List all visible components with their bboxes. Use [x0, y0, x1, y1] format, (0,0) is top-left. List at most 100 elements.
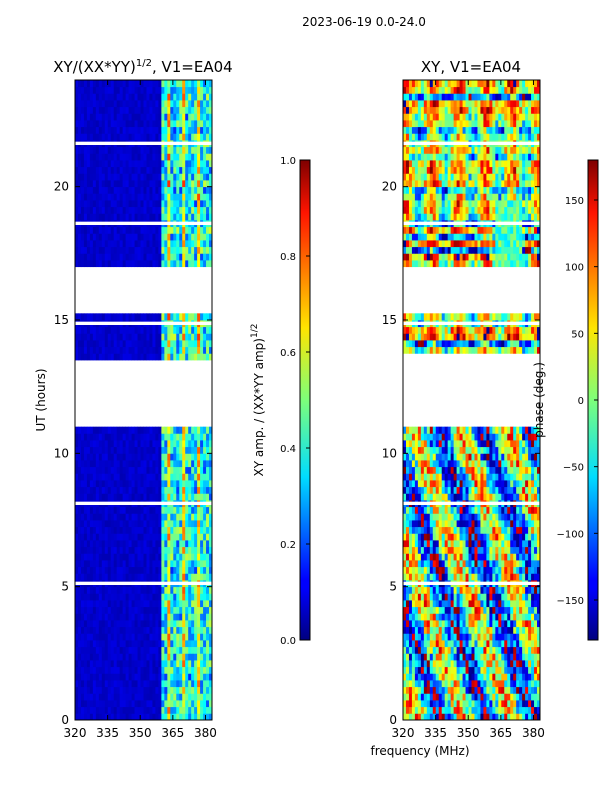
- left-heat-cell: [209, 106, 213, 114]
- left-heat-cell: [86, 473, 91, 481]
- left-heat-cell: [140, 513, 144, 521]
- left-heat-cell: [194, 493, 198, 501]
- left-heat-cell: [131, 573, 135, 581]
- left-heat-cell: [128, 93, 132, 101]
- left-heat-cell: [203, 153, 207, 161]
- right-heat-cell: [414, 546, 419, 554]
- left-heat-cell: [179, 646, 183, 654]
- left-heat-cell: [83, 146, 88, 154]
- left-heat-cell: [140, 100, 144, 108]
- right-heat-cell: [522, 620, 526, 628]
- left-heat-cell: [152, 506, 156, 514]
- left-heat-cell: [101, 433, 106, 441]
- left-heat-cell: [101, 326, 106, 334]
- right-heat-cell: [462, 626, 466, 634]
- left-heat-cell: [77, 473, 82, 481]
- right-heat-cell: [465, 540, 469, 548]
- left-heat-cell: [95, 326, 100, 334]
- left-heat-cell: [104, 586, 109, 594]
- left-heat-cell: [122, 213, 127, 221]
- left-heat-cell: [116, 586, 121, 594]
- left-heat-cell: [194, 693, 198, 701]
- right-heat-cell: [429, 646, 434, 654]
- left-heat-cell: [173, 186, 177, 194]
- left-heat-cell: [152, 160, 156, 168]
- left-heat-cell: [209, 566, 213, 574]
- left-heat-cell: [176, 700, 180, 708]
- left-heat-cell: [146, 106, 150, 114]
- left-heat-cell: [83, 486, 88, 494]
- left-heat-cell: [122, 633, 127, 641]
- left-heat-cell: [86, 426, 91, 434]
- left-heat-cell: [182, 700, 186, 708]
- left-heat-cell: [116, 93, 121, 101]
- right-heat-cell: [501, 533, 505, 541]
- right-heat-cell: [471, 540, 475, 548]
- left-heat-cell: [152, 573, 156, 581]
- left-heat-cell: [104, 313, 109, 321]
- left-heat-cell: [194, 260, 198, 268]
- left-heat-cell: [179, 620, 183, 628]
- right-heat-cell: [474, 613, 478, 621]
- left-flagged-row: [75, 501, 212, 505]
- left-heat-cell: [86, 520, 91, 528]
- left-heat-cell: [140, 226, 144, 234]
- left-heat-cell: [86, 713, 91, 721]
- right-heat-cell: [510, 666, 514, 674]
- left-heat-cell: [134, 573, 138, 581]
- right-heat-cell: [459, 713, 463, 721]
- left-heat-cell: [167, 253, 171, 261]
- left-heat-cell: [209, 453, 213, 461]
- left-heat-cell: [98, 226, 103, 234]
- left-heat-cell: [128, 133, 132, 141]
- left-heat-cell: [143, 446, 147, 454]
- left-heat-cell: [137, 460, 141, 468]
- left-heat-cell: [137, 593, 141, 601]
- right-heat-cell: [531, 586, 535, 594]
- right-heat-cell: [432, 526, 437, 534]
- left-heat-cell: [161, 160, 165, 168]
- left-heat-cell: [80, 453, 85, 461]
- left-heat-cell: [182, 680, 186, 688]
- left-heat-cell: [131, 313, 135, 321]
- left-heat-cell: [134, 613, 138, 621]
- left-heat-cell: [158, 693, 162, 701]
- left-heat-cell: [194, 333, 198, 341]
- left-heat-cell: [110, 680, 115, 688]
- left-heat-cell: [167, 700, 171, 708]
- left-heat-cell: [86, 326, 91, 334]
- left-heat-cell: [188, 446, 192, 454]
- right-heat-cell: [528, 686, 532, 694]
- left-heat-cell: [80, 613, 85, 621]
- left-heat-cell: [92, 666, 97, 674]
- right-heat-cell: [519, 673, 523, 681]
- left-heat-cell: [161, 426, 165, 434]
- left-heat-cell: [155, 613, 159, 621]
- right-heat-cell: [462, 600, 466, 608]
- left-heat-cell: [158, 213, 162, 221]
- left-heat-cell: [143, 153, 147, 161]
- left-heat-cell: [125, 646, 130, 654]
- right-heat-cell: [456, 593, 460, 601]
- left-heat-cell: [134, 473, 138, 481]
- left-heat-cell: [209, 433, 213, 441]
- left-heat-cell: [149, 520, 153, 528]
- left-heat-cell: [164, 160, 168, 168]
- left-heat-cell: [164, 253, 168, 261]
- left-heat-cell: [125, 446, 130, 454]
- right-heat-cell: [426, 706, 431, 714]
- left-heat-cell: [197, 133, 201, 141]
- right-heat-cell: [471, 546, 475, 554]
- left-heat-cell: [107, 646, 112, 654]
- left-heat-cell: [134, 513, 138, 521]
- left-heat-cell: [110, 606, 115, 614]
- left-heat-cell: [131, 206, 135, 214]
- right-heat-cell: [441, 700, 446, 708]
- right-heat-cell: [459, 640, 463, 648]
- left-heat-cell: [80, 560, 85, 568]
- left-heat-cell: [89, 346, 94, 354]
- right-heat-cell: [537, 713, 541, 721]
- right-heat-cell: [516, 533, 520, 541]
- left-heat-cell: [161, 706, 165, 714]
- left-heat-cell: [137, 446, 141, 454]
